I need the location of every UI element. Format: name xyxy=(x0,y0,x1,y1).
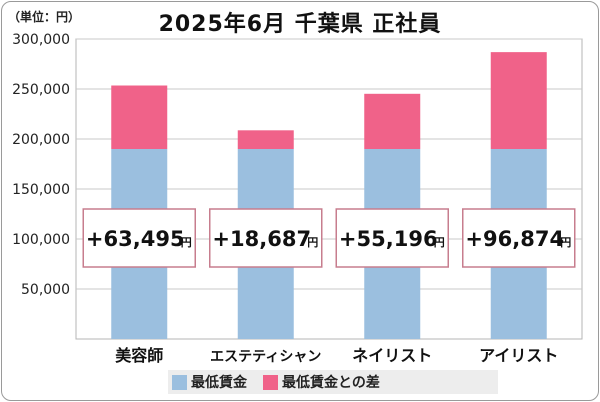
data-label-unit: 円 xyxy=(307,236,318,249)
x-tick-label: 美容師 xyxy=(115,346,163,365)
data-label-box xyxy=(335,208,449,268)
data-label-unit: 円 xyxy=(181,236,192,249)
chart-title: 2025年6月 千葉県 正社員 xyxy=(158,12,442,37)
legend-label-diff: 最低賃金との差 xyxy=(282,375,380,391)
bar-difference-segment xyxy=(111,85,168,149)
legend: 最低賃金 最低賃金との差 xyxy=(168,370,498,394)
data-label-box xyxy=(209,208,323,268)
data-label-unit: 円 xyxy=(560,236,571,249)
legend-item-diff: 最低賃金との差 xyxy=(263,372,380,392)
y-tick-label: 100,000 xyxy=(12,232,70,248)
data-label: +63,495 xyxy=(86,227,185,251)
y-tick-label: 200,000 xyxy=(12,132,70,148)
y-tick-label: 250,000 xyxy=(12,82,70,98)
data-label: +18,687 xyxy=(212,227,311,251)
data-label-box xyxy=(462,208,576,268)
legend-label-base: 最低賃金 xyxy=(191,375,247,391)
bar-difference-segment xyxy=(237,130,294,149)
data-label: +55,196 xyxy=(339,227,438,251)
x-tick-label: エステティシャン xyxy=(210,349,321,365)
x-tick-label: ネイリスト xyxy=(352,346,432,365)
y-tick-label: 300,000 xyxy=(12,32,70,48)
data-label-unit: 円 xyxy=(434,236,445,249)
x-tick-label: アイリスト xyxy=(479,346,558,365)
y-tick-label: 50,000 xyxy=(21,282,70,298)
bar-difference-segment xyxy=(364,93,421,149)
legend-item-base: 最低賃金 xyxy=(172,372,247,392)
data-label-box xyxy=(82,208,196,268)
data-label: +96,874 xyxy=(465,227,564,251)
bar-difference-segment xyxy=(490,52,547,149)
unit-label: （単位：円） xyxy=(8,10,81,24)
legend-swatch-diff xyxy=(263,374,278,390)
y-tick-label: 150,000 xyxy=(12,182,70,198)
legend-swatch-base xyxy=(172,374,187,390)
